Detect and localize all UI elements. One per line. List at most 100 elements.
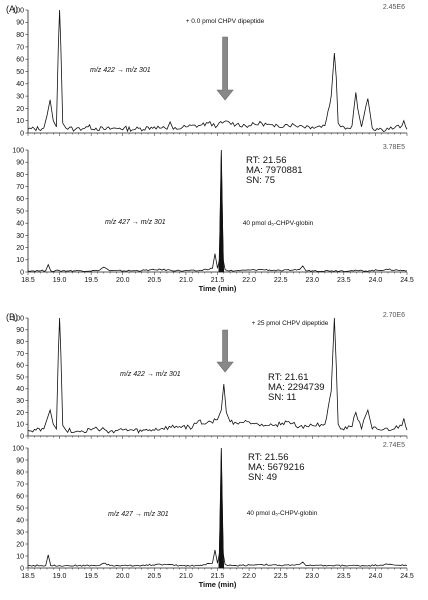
x-tick-label: 21.5: [211, 277, 225, 284]
x-tick-label: 24.0: [369, 573, 383, 580]
y-tick-label: 20: [16, 106, 24, 113]
y-tick-label: 10: [16, 257, 24, 264]
x-tick-label: 24.5: [400, 573, 414, 580]
chromatogram-trace: [27, 447, 408, 567]
y-tick-label: 60: [16, 363, 24, 370]
x-tick-label: 21.5: [211, 573, 225, 580]
y-tick-label: 90: [16, 327, 24, 334]
x-tick-label: 23.5: [337, 573, 351, 580]
x-axis-title: Time (min): [199, 284, 237, 293]
y-tick-label: 30: [16, 94, 24, 101]
y-tick-label: 0: [20, 130, 24, 137]
x-tick-label: 22.5: [274, 573, 288, 580]
x-tick-label: 21.0: [179, 573, 193, 580]
chromatogram-trace: [27, 9, 408, 133]
y-tick-label: 80: [16, 172, 24, 179]
x-tick-label: 19.5: [84, 573, 98, 580]
x-tick-label: 22.0: [242, 277, 256, 284]
y-tick-label: 80: [16, 32, 24, 39]
y-tick-label: 40: [16, 81, 24, 88]
y-tick-label: 50: [16, 505, 24, 512]
x-tick-label: 24.0: [369, 277, 383, 284]
intensity-scale-label: 2.70E6: [383, 312, 405, 319]
x-tick-label: 24.5: [400, 277, 414, 284]
chromatogram-panel-4: 0 10 20 30 40 50 60 70 80 90 100 18.5 19.0 19.5 20.0 20…: [12, 442, 414, 589]
intensity-scale-label: 2.74E5: [383, 442, 405, 449]
sample-annotation: 40 pmol d₅-CHPV-globin: [243, 220, 314, 227]
y-tick-label: 40: [16, 386, 24, 393]
y-tick-label: 40: [16, 221, 24, 228]
y-tick-label: 40: [16, 517, 24, 524]
x-tick-label: 22.0: [242, 573, 256, 580]
y-tick-label: 0: [20, 565, 24, 572]
sample-annotation: + 0.0 pmol CHPV dipeptide: [186, 18, 265, 25]
x-tick-label: 20.0: [116, 573, 130, 580]
x-tick-label: 20.5: [148, 573, 162, 580]
mrm-transition-label: m/z 422 → m/z 301: [120, 371, 181, 378]
y-tick-label: 80: [16, 469, 24, 476]
y-tick-label: 50: [16, 69, 24, 76]
y-tick-label: 90: [16, 20, 24, 27]
x-tick-label: 18.5: [21, 277, 35, 284]
x-axis-title: Time (min): [199, 580, 237, 589]
y-tick-label: 70: [16, 44, 24, 51]
y-tick-label: 10: [16, 422, 24, 429]
y-tick-label: 90: [16, 457, 24, 464]
chromatogram-panel-1: 0 10 20 30 40 50 60 70 80 90 100 2.45E6 (A) m/z 422 →…: [6, 4, 408, 137]
chromatogram-trace: [27, 317, 408, 434]
x-tick-label: 20.0: [116, 277, 130, 284]
x-tick-label: 23.5: [337, 277, 351, 284]
intensity-scale-label: 2.45E6: [383, 4, 405, 11]
mrm-transition-label: m/z 427 → m/z 301: [108, 511, 169, 518]
y-tick-label: 0: [20, 269, 24, 276]
x-tick-label: 18.5: [21, 573, 35, 580]
x-tick-label: 19.0: [53, 573, 67, 580]
integrated-peak-area: [218, 447, 225, 569]
sample-annotation: 40 pmol d₅-CHPV-globin: [247, 510, 318, 517]
chromatogram-trace: [27, 149, 408, 272]
y-tick-label: 0: [20, 433, 24, 440]
x-tick-label: 21.0: [179, 277, 193, 284]
y-tick-label: 70: [16, 351, 24, 358]
peak-metric: SN: 49: [248, 472, 277, 483]
peak-metric: MA: 2294739: [268, 382, 325, 393]
y-tick-label: 10: [16, 118, 24, 125]
y-tick-label: 50: [16, 208, 24, 215]
y-tick-label: 60: [16, 196, 24, 203]
y-tick-label: 30: [16, 398, 24, 405]
down-arrow-icon: [216, 329, 234, 373]
peak-metric: RT: 21.56: [248, 452, 289, 463]
x-tick-label: 23.0: [305, 277, 319, 284]
peak-metric: SN: 11: [268, 392, 296, 403]
panel-label: (A): [6, 4, 18, 14]
integrated-peak-area: [218, 149, 225, 273]
chromatogram-panel-2: 0 10 20 30 40 50 60 70 80 90 100 18.5 19.0 19.5 20.0 20…: [12, 144, 414, 293]
peak-metric: SN: 75: [246, 175, 275, 186]
y-tick-label: 100: [12, 147, 24, 154]
x-tick-label: 22.5: [274, 277, 288, 284]
y-tick-label: 90: [16, 160, 24, 167]
sample-annotation: + 25 pmol CHPV dipeptide: [252, 320, 329, 327]
y-tick-label: 100: [12, 315, 24, 322]
peak-metric: MA: 7970881: [246, 165, 303, 176]
y-tick-label: 70: [16, 481, 24, 488]
mrm-transition-label: m/z 422 → m/z 301: [90, 67, 151, 74]
y-tick-label: 10: [16, 553, 24, 560]
intensity-scale-label: 3.78E5: [383, 144, 405, 151]
y-tick-label: 50: [16, 374, 24, 381]
y-tick-label: 100: [12, 7, 24, 14]
y-tick-label: 30: [16, 529, 24, 536]
y-tick-label: 20: [16, 410, 24, 417]
y-tick-label: 30: [16, 233, 24, 240]
peak-metric: RT: 21.61: [268, 372, 309, 383]
y-tick-label: 80: [16, 339, 24, 346]
x-tick-label: 19.0: [53, 277, 67, 284]
x-tick-label: 23.0: [305, 573, 319, 580]
panel-label: (B): [6, 312, 18, 322]
x-tick-label: 19.5: [84, 277, 98, 284]
y-tick-label: 100: [12, 445, 24, 452]
y-tick-label: 20: [16, 245, 24, 252]
down-arrow-icon: [216, 36, 234, 101]
mrm-transition-label: m/z 427 → m/z 301: [105, 219, 166, 226]
